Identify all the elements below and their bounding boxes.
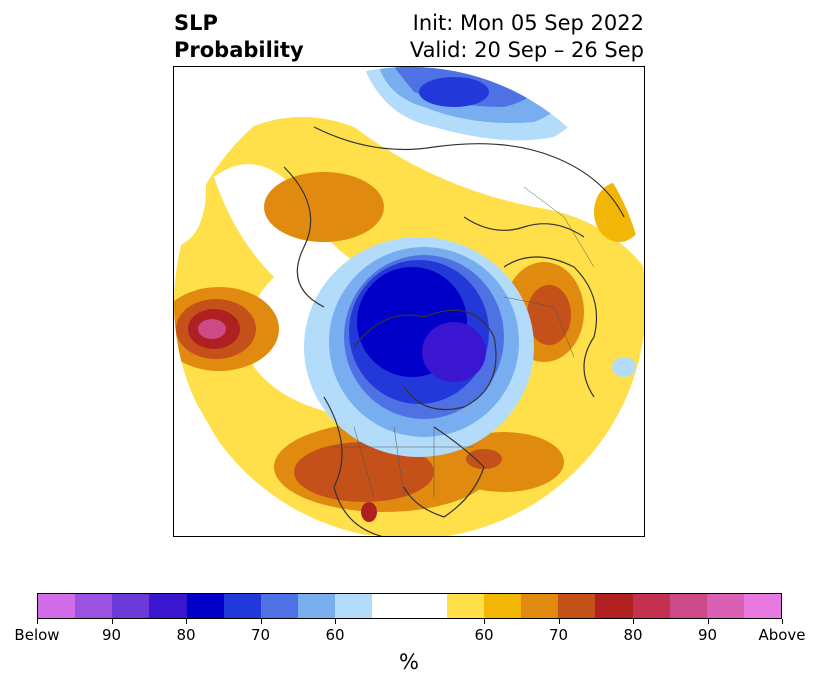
colorbar-segment xyxy=(149,594,187,618)
colorbar-tick-label: 90 xyxy=(697,626,718,644)
colorbar-tick xyxy=(484,619,485,624)
colorbar-segment xyxy=(223,594,261,618)
colorbar-tick xyxy=(260,619,262,624)
colorbar-tick-label: 60 xyxy=(325,626,345,644)
colorbar-segment xyxy=(521,594,559,618)
colorbar-tick xyxy=(633,619,634,624)
colorbar-segment xyxy=(38,594,76,618)
colorbar-labels: Below 90 80 70 60 60 70 80 90 Above xyxy=(0,626,819,648)
colorbar-segment xyxy=(298,594,336,618)
colorbar-segment xyxy=(595,594,633,618)
colorbar-segment xyxy=(706,594,744,618)
probability-field xyxy=(174,67,644,536)
colorbar-tick xyxy=(37,619,38,624)
colorbar-segment xyxy=(75,594,113,618)
colorbar-segment xyxy=(558,594,596,618)
colorbar-segment xyxy=(446,594,484,618)
colorbar-segment xyxy=(186,594,224,618)
colorbar-segment xyxy=(669,594,707,618)
polar-map xyxy=(173,66,645,537)
colorbar xyxy=(37,593,782,619)
colorbar-segment xyxy=(483,594,522,618)
colorbar-tick xyxy=(335,619,336,624)
colorbar-tick-label: 70 xyxy=(250,626,271,644)
title-left: SLP Probability xyxy=(174,10,304,64)
colorbar-tick xyxy=(558,619,560,624)
colorbar-segment xyxy=(372,594,410,618)
colorbar-tick-label: Below xyxy=(14,626,60,644)
title-right: Init: Mon 05 Sep 2022 Valid: 20 Sep – 26… xyxy=(410,10,644,64)
colorbar-segment xyxy=(335,594,373,618)
colorbar-segment xyxy=(743,594,782,618)
colorbar-tick-label: 90 xyxy=(101,626,122,644)
colorbar-tick xyxy=(707,619,709,624)
colorbar-unit: % xyxy=(399,650,419,674)
colorbar-tick xyxy=(186,619,187,624)
colorbar-tick-label: 70 xyxy=(548,626,569,644)
coastlines xyxy=(283,126,625,536)
probability-map-svg xyxy=(174,67,644,536)
colorbar-tick xyxy=(782,619,783,624)
above-siberia xyxy=(264,172,384,242)
valid-range: Valid: 20 Sep – 26 Sep xyxy=(409,38,644,62)
colorbar-tick-label: 80 xyxy=(623,626,643,644)
title-variable: SLP xyxy=(174,11,218,35)
colorbar-tick-label: 60 xyxy=(474,626,494,644)
colorbar-tick-label: 80 xyxy=(176,626,196,644)
colorbar-tick xyxy=(111,619,113,624)
borders xyxy=(334,186,595,498)
title-product: Probability xyxy=(174,38,304,62)
init-date: Init: Mon 05 Sep 2022 xyxy=(412,11,644,35)
colorbar-segment xyxy=(112,594,150,618)
colorbar-segment xyxy=(409,594,447,618)
colorbar-segment xyxy=(632,594,670,618)
colorbar-segment xyxy=(260,594,299,618)
colorbar-tick-label: Above xyxy=(758,626,806,644)
